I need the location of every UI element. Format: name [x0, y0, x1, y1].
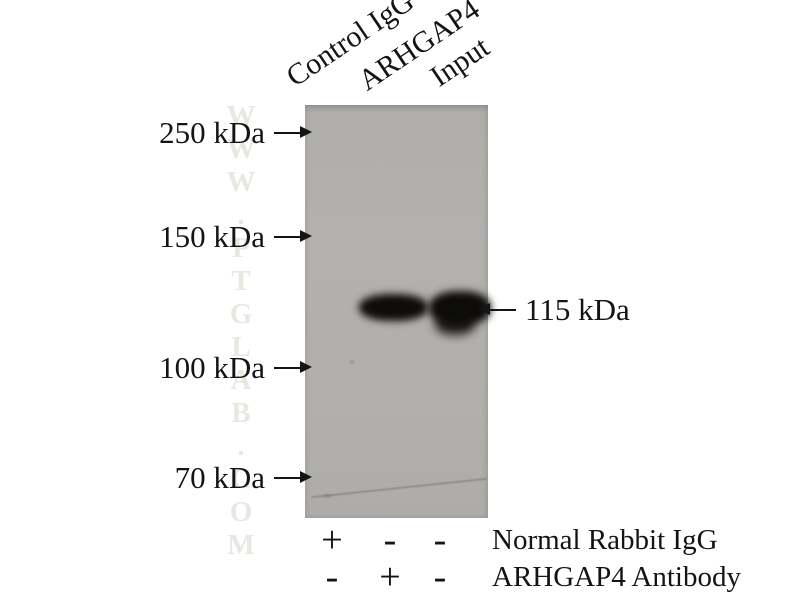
band-annotation-label: 115 kDa — [525, 292, 630, 327]
mw-marker-150-label: 150 kDa — [159, 219, 265, 254]
membrane-speck — [325, 495, 331, 497]
condition-row1-lane3: - — [433, 519, 447, 561]
mw-marker-250-label: 250 kDa — [159, 115, 265, 150]
band-arhgap4-115kda — [359, 294, 428, 321]
condition-row2-lane1: - — [325, 556, 339, 598]
condition-row1-lane1: + — [321, 519, 343, 561]
blot-membrane — [305, 105, 491, 518]
arrow-right-icon — [274, 231, 312, 242]
mw-marker-100: 100 kDa — [159, 350, 312, 386]
watermark-text: WWW.PTGLAB.COM — [225, 100, 257, 562]
mw-marker-150: 150 kDa — [159, 219, 312, 255]
condition-row1-lane2: - — [383, 519, 397, 561]
mw-marker-70-label: 70 kDa — [174, 460, 265, 495]
mw-marker-70: 70 kDa — [174, 460, 312, 496]
band-input-115kda-bulge — [435, 311, 475, 335]
arrow-right-icon — [274, 362, 312, 373]
membrane-speck — [350, 360, 354, 364]
membrane-scratch-artifact — [311, 477, 487, 498]
band-annotation-115kda: 115 kDa — [478, 292, 630, 328]
arrow-left-icon — [478, 304, 516, 315]
arrow-right-icon — [274, 472, 312, 483]
condition-row2-lane2: + — [379, 556, 401, 598]
mw-marker-100-label: 100 kDa — [159, 350, 265, 385]
condition-row1-label: Normal Rabbit IgG — [492, 524, 718, 556]
mw-marker-250: 250 kDa — [159, 115, 312, 151]
condition-row2-label: ARHGAP4 Antibody — [492, 561, 741, 593]
condition-row2-lane3: - — [433, 556, 447, 598]
arrow-right-icon — [274, 127, 312, 138]
